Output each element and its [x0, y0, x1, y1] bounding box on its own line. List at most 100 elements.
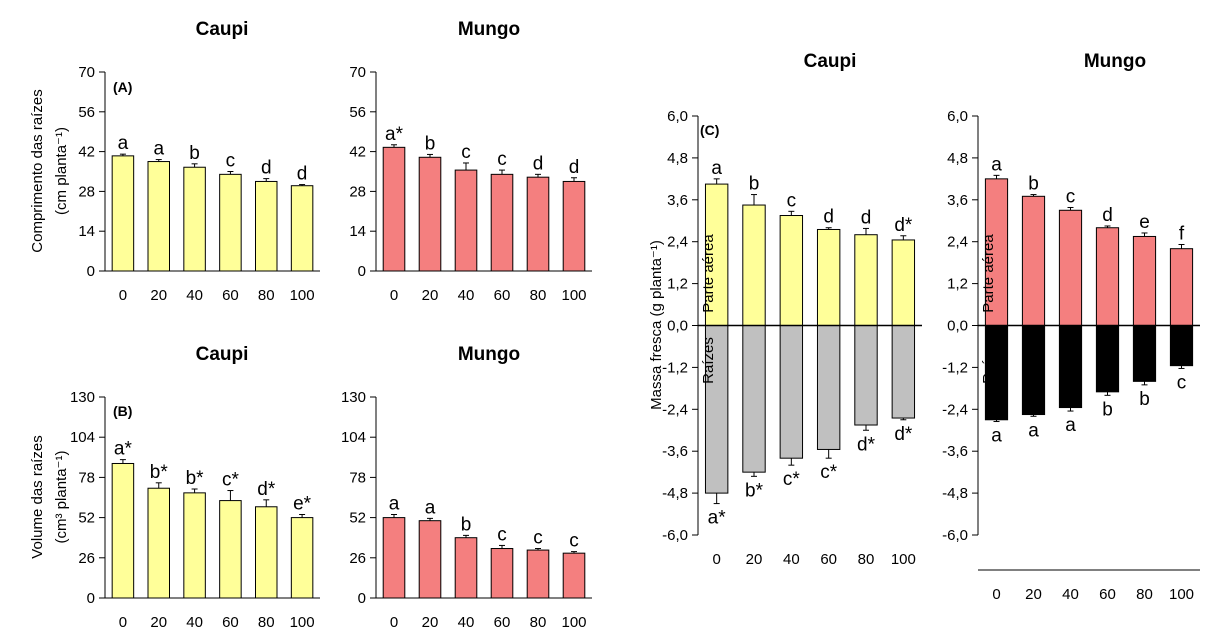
bar [891, 325, 916, 419]
y-tick-label: 130 [341, 389, 366, 406]
significance-label: a [389, 494, 400, 515]
significance-label: c [1177, 372, 1187, 393]
y-tick-label: 104 [341, 429, 366, 446]
bar [382, 146, 406, 272]
bar [742, 325, 766, 473]
x-tick-label: 0 [119, 614, 127, 630]
significance-label: b* [150, 462, 169, 483]
bar [418, 156, 442, 272]
y-tick-label: 1,2 [667, 276, 688, 293]
y-tick-label: 2,4 [947, 234, 968, 251]
significance-label: a [118, 133, 129, 154]
x-tick-label: 100 [561, 614, 586, 630]
significance-label: b* [186, 468, 205, 489]
y-tick-label: 56 [78, 104, 95, 121]
bar [1021, 325, 1046, 416]
bar [854, 325, 878, 426]
significance-label: d [261, 158, 272, 179]
significance-label: a [1028, 420, 1039, 441]
x-tick-label: 60 [222, 614, 239, 630]
y-tick-label: 130 [70, 389, 95, 406]
y-tick-label: 1,2 [947, 276, 968, 293]
series-label: Raízes [980, 337, 997, 384]
significance-label: a [1065, 415, 1076, 436]
bar [255, 506, 278, 599]
bar [526, 176, 550, 272]
x-tick-label: 40 [458, 614, 475, 630]
y-tick-label: 4,8 [947, 150, 968, 167]
significance-label: c [533, 528, 543, 549]
y-tick-label: 42 [78, 144, 95, 161]
y-tick-label: 0 [358, 263, 366, 280]
bar [1058, 325, 1083, 409]
bar [111, 462, 135, 599]
y-tick-label: -2,4 [942, 401, 968, 418]
bar [490, 173, 514, 272]
y-tick-label: 56 [349, 104, 366, 121]
y-axis-label: Massa fresca (g planta⁻¹) [648, 240, 665, 410]
bar [454, 169, 478, 272]
panel-label: (B) [113, 403, 132, 419]
significance-label: d* [857, 434, 876, 455]
y-tick-label: 6,0 [947, 108, 968, 125]
bar [854, 234, 878, 326]
bar [454, 537, 478, 599]
x-tick-label: 60 [1099, 586, 1116, 603]
bar [219, 173, 242, 272]
y-tick-label: -3,6 [942, 443, 968, 460]
x-tick-label: 100 [1169, 586, 1194, 603]
y-tick-label: 42 [349, 144, 366, 161]
y-tick-label: -4,8 [942, 485, 968, 502]
bar [219, 500, 242, 599]
significance-label: d* [257, 479, 276, 500]
x-tick-label: 40 [458, 287, 475, 304]
x-tick-label: 40 [1062, 586, 1079, 603]
y-tick-label: 14 [349, 223, 366, 240]
x-tick-label: 60 [494, 614, 511, 630]
x-tick-label: 60 [222, 287, 239, 304]
bar [562, 180, 586, 272]
significance-label: f [1179, 223, 1185, 244]
bar [111, 155, 135, 272]
chart-title: Caupi [804, 51, 857, 72]
significance-label: c [497, 149, 507, 170]
significance-label: d* [894, 424, 913, 445]
chart-title: Mungo [1084, 51, 1146, 72]
chart-title: Mungo [458, 344, 520, 365]
x-tick-label: 80 [258, 614, 275, 630]
bar [290, 185, 314, 272]
y-axis-label: Comprimento das raízes [29, 89, 46, 252]
significance-label: b [1102, 399, 1113, 420]
y-tick-label: 104 [70, 429, 95, 446]
bar [742, 204, 766, 327]
significance-label: e* [293, 494, 312, 515]
bar [816, 228, 841, 327]
y-tick-label: -1,2 [662, 359, 688, 376]
x-tick-label: 80 [858, 551, 875, 568]
x-tick-label: 80 [258, 287, 275, 304]
significance-label: c [787, 190, 797, 211]
y-tick-label: 3,6 [667, 192, 688, 209]
y-tick-label: 52 [78, 510, 95, 527]
y-tick-label: 0 [87, 263, 95, 280]
significance-label: b [461, 514, 472, 535]
x-tick-label: 40 [186, 614, 203, 630]
bar [147, 487, 170, 599]
x-tick-label: 20 [150, 287, 167, 304]
y-tick-label: 26 [349, 550, 366, 567]
significance-label: c [497, 524, 507, 545]
significance-label: a [991, 426, 1002, 447]
significance-label: c [461, 142, 471, 163]
significance-label: c* [783, 469, 801, 490]
bar [255, 180, 278, 272]
significance-label: e [1139, 212, 1150, 233]
significance-label: a [991, 154, 1002, 175]
x-tick-label: 80 [530, 287, 547, 304]
panel-label: (A) [113, 79, 132, 95]
bar [526, 549, 550, 599]
bar [1058, 209, 1083, 326]
x-tick-label: 80 [1136, 586, 1153, 603]
x-tick-label: 0 [712, 551, 720, 568]
significance-label: d* [894, 215, 913, 236]
